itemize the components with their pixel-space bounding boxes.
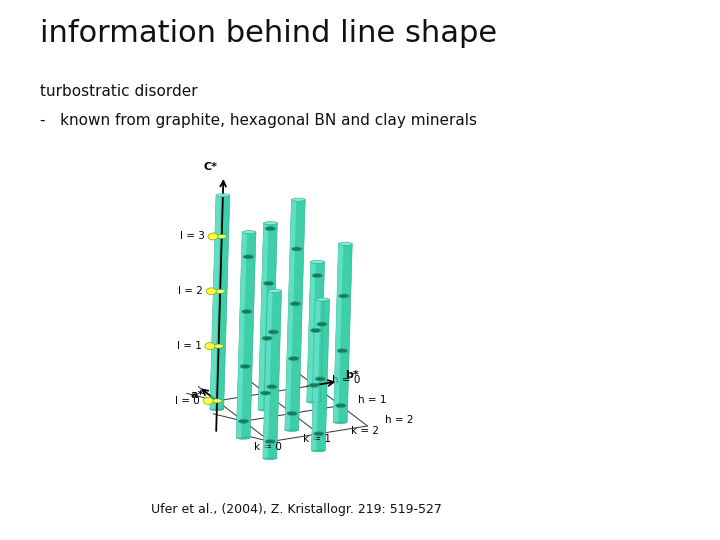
Text: h = 1: h = 1 [359, 395, 387, 405]
Ellipse shape [213, 344, 224, 348]
Ellipse shape [207, 288, 217, 295]
Text: l = 2: l = 2 [178, 286, 203, 296]
Ellipse shape [309, 383, 319, 387]
Text: b*: b* [345, 370, 359, 380]
Ellipse shape [307, 400, 320, 403]
Ellipse shape [263, 456, 276, 460]
Ellipse shape [311, 260, 325, 264]
Ellipse shape [240, 364, 251, 368]
Polygon shape [210, 195, 230, 409]
Ellipse shape [258, 408, 272, 411]
Ellipse shape [204, 343, 215, 349]
Ellipse shape [216, 194, 230, 197]
Text: a*: a* [190, 389, 204, 400]
Polygon shape [307, 262, 315, 402]
Ellipse shape [265, 440, 276, 444]
Polygon shape [333, 244, 343, 422]
Polygon shape [307, 262, 325, 402]
Ellipse shape [243, 255, 253, 259]
Text: l = 0: l = 0 [175, 396, 200, 406]
Polygon shape [258, 223, 269, 409]
Ellipse shape [333, 421, 347, 423]
Ellipse shape [203, 397, 213, 404]
Polygon shape [333, 244, 352, 422]
Polygon shape [263, 291, 282, 458]
Polygon shape [210, 195, 221, 409]
Polygon shape [285, 200, 305, 430]
Ellipse shape [265, 227, 276, 231]
Ellipse shape [315, 377, 325, 381]
Polygon shape [263, 291, 273, 458]
Ellipse shape [292, 247, 302, 251]
Text: -   known from graphite, hexagonal BN and clay minerals: - known from graphite, hexagonal BN and … [40, 113, 477, 129]
Ellipse shape [285, 428, 299, 431]
Text: h = 2: h = 2 [385, 415, 413, 426]
Text: turbostratic disorder: turbostratic disorder [40, 84, 197, 99]
Ellipse shape [212, 399, 222, 403]
Polygon shape [312, 300, 320, 450]
Ellipse shape [287, 411, 297, 415]
Ellipse shape [337, 349, 348, 353]
Text: k = 2: k = 2 [351, 427, 379, 436]
Text: information behind line shape: information behind line shape [40, 19, 497, 48]
Ellipse shape [312, 449, 325, 452]
Polygon shape [236, 232, 247, 438]
Ellipse shape [215, 289, 225, 293]
Ellipse shape [210, 408, 224, 410]
Text: l = 3: l = 3 [180, 232, 204, 241]
Ellipse shape [290, 302, 300, 306]
Ellipse shape [236, 436, 250, 439]
Ellipse shape [338, 294, 349, 298]
Ellipse shape [268, 289, 282, 293]
Ellipse shape [217, 234, 227, 239]
Text: Ufer et al., (2004), Z. Kristallogr. 219: 519-527: Ufer et al., (2004), Z. Kristallogr. 219… [151, 503, 442, 516]
Text: h = 0: h = 0 [332, 375, 360, 385]
Text: C*: C* [204, 162, 218, 172]
Polygon shape [285, 200, 296, 430]
Text: k = 0: k = 0 [254, 442, 282, 452]
Ellipse shape [261, 391, 271, 395]
Ellipse shape [336, 403, 346, 408]
Ellipse shape [310, 328, 321, 333]
Ellipse shape [208, 233, 218, 240]
Ellipse shape [238, 419, 249, 423]
Ellipse shape [338, 242, 352, 246]
Ellipse shape [269, 330, 279, 334]
Ellipse shape [316, 298, 330, 301]
Ellipse shape [292, 198, 305, 201]
Ellipse shape [242, 309, 252, 314]
Polygon shape [258, 223, 277, 409]
Ellipse shape [312, 274, 323, 278]
Ellipse shape [242, 231, 256, 234]
Polygon shape [312, 300, 330, 450]
Ellipse shape [314, 431, 324, 436]
Text: l = 1: l = 1 [176, 341, 202, 351]
Ellipse shape [264, 281, 274, 286]
Ellipse shape [289, 356, 299, 361]
Polygon shape [236, 232, 256, 438]
Ellipse shape [264, 221, 277, 225]
Ellipse shape [266, 384, 277, 389]
Text: k = 1: k = 1 [302, 434, 330, 444]
Ellipse shape [317, 322, 327, 326]
Ellipse shape [262, 336, 272, 340]
